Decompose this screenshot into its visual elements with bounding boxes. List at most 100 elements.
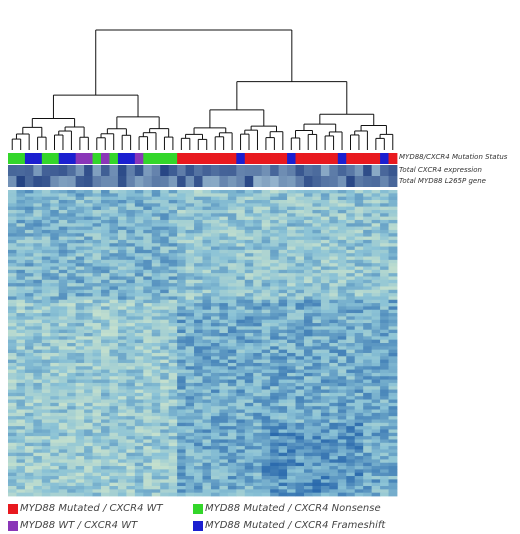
heat-cell	[134, 382, 144, 387]
heat-cell	[303, 486, 313, 490]
heat-cell	[151, 190, 161, 194]
heat-cell	[380, 206, 389, 211]
heat-cell	[227, 246, 237, 251]
heat-cell	[16, 482, 26, 487]
heat-cell	[41, 226, 51, 231]
heat-cell	[177, 329, 186, 334]
heat-cell	[202, 432, 212, 437]
heat-cell	[312, 190, 322, 194]
heat-cell	[117, 286, 127, 291]
heat-cell	[8, 376, 17, 380]
heat-cell	[329, 476, 339, 480]
heat-cell	[337, 276, 347, 281]
heat-cell	[261, 236, 271, 241]
heat-cell	[143, 416, 153, 420]
heat-cell	[295, 266, 305, 271]
heat-cell	[151, 313, 161, 317]
heat-cell	[270, 316, 280, 321]
heat-cell	[278, 329, 288, 334]
heat-cell	[363, 382, 373, 387]
heat-cell	[346, 293, 356, 297]
heat-cell	[177, 486, 186, 490]
heat-cell	[287, 472, 296, 477]
heat-cell	[50, 246, 60, 251]
heat-cell	[151, 259, 161, 264]
heat-cell	[143, 249, 153, 254]
heat-cell	[92, 329, 102, 334]
heat-cell	[244, 489, 254, 494]
status-cell	[33, 153, 43, 164]
heat-cell	[337, 296, 347, 301]
heat-cell	[202, 462, 212, 467]
heat-cell	[58, 303, 68, 307]
heat-cell	[363, 446, 373, 450]
heat-cell	[50, 196, 60, 201]
heat-cell	[295, 303, 305, 307]
heat-cell	[202, 382, 212, 387]
heat-cell	[312, 323, 322, 327]
heat-cell	[227, 279, 237, 284]
heat-cell	[219, 436, 229, 440]
heat-cell	[16, 249, 26, 254]
heat-cell	[194, 293, 203, 297]
heat-cell	[101, 223, 110, 227]
heat-cell	[185, 352, 195, 357]
heat-cell	[202, 389, 212, 394]
heat-cell	[75, 432, 85, 437]
heat-cell	[253, 236, 263, 241]
heat-cell	[92, 459, 102, 464]
heat-cell	[295, 446, 305, 450]
heat-cell	[117, 196, 127, 201]
heat-cell	[75, 223, 85, 227]
heat-cell	[24, 362, 34, 367]
heat-cell	[312, 436, 322, 440]
heat-cell	[160, 316, 170, 321]
heat-cell	[24, 416, 34, 420]
heat-cell	[101, 392, 110, 397]
heat-cell	[16, 303, 26, 307]
heat-cell	[75, 299, 85, 304]
heat-cell	[303, 452, 313, 457]
heat-cell	[295, 416, 305, 420]
heat-cell	[24, 203, 34, 208]
heat-cell	[16, 336, 26, 341]
heat-cell	[16, 219, 26, 224]
heat-cell	[312, 253, 322, 257]
heat-cell	[33, 253, 43, 257]
heat-cell	[287, 402, 296, 407]
heat-cell	[16, 439, 26, 444]
heat-cell	[287, 299, 296, 304]
heat-cell	[143, 372, 153, 377]
heat-cell	[380, 306, 389, 311]
heat-cell	[185, 406, 195, 410]
heat-cell	[337, 366, 347, 371]
heat-cell	[278, 209, 288, 214]
heat-cell	[337, 476, 347, 480]
heat-cell	[337, 359, 347, 364]
heat-cell	[75, 276, 85, 281]
heat-cell	[58, 389, 68, 394]
heat-cell	[151, 409, 161, 414]
heat-cell	[295, 396, 305, 400]
heat-cell	[126, 293, 136, 297]
heat-cell	[126, 369, 136, 374]
heat-cell	[363, 396, 373, 400]
heat-cell	[329, 289, 339, 294]
heat-cell	[168, 206, 178, 211]
heat-cell	[151, 233, 161, 237]
mutation-status-track	[8, 153, 398, 164]
heat-cell	[278, 462, 288, 467]
heat-cell	[160, 432, 170, 437]
heat-cell	[303, 386, 313, 390]
heat-cell	[388, 462, 398, 467]
heat-cell	[380, 459, 389, 464]
heat-cell	[346, 266, 356, 271]
heat-cell	[278, 392, 288, 397]
heat-cell	[346, 306, 356, 311]
heat-cell	[177, 406, 186, 410]
heat-cell	[210, 406, 220, 410]
heat-cell	[219, 382, 229, 387]
heat-cell	[337, 289, 347, 294]
heat-cell	[75, 203, 85, 208]
heat-cell	[354, 229, 364, 234]
